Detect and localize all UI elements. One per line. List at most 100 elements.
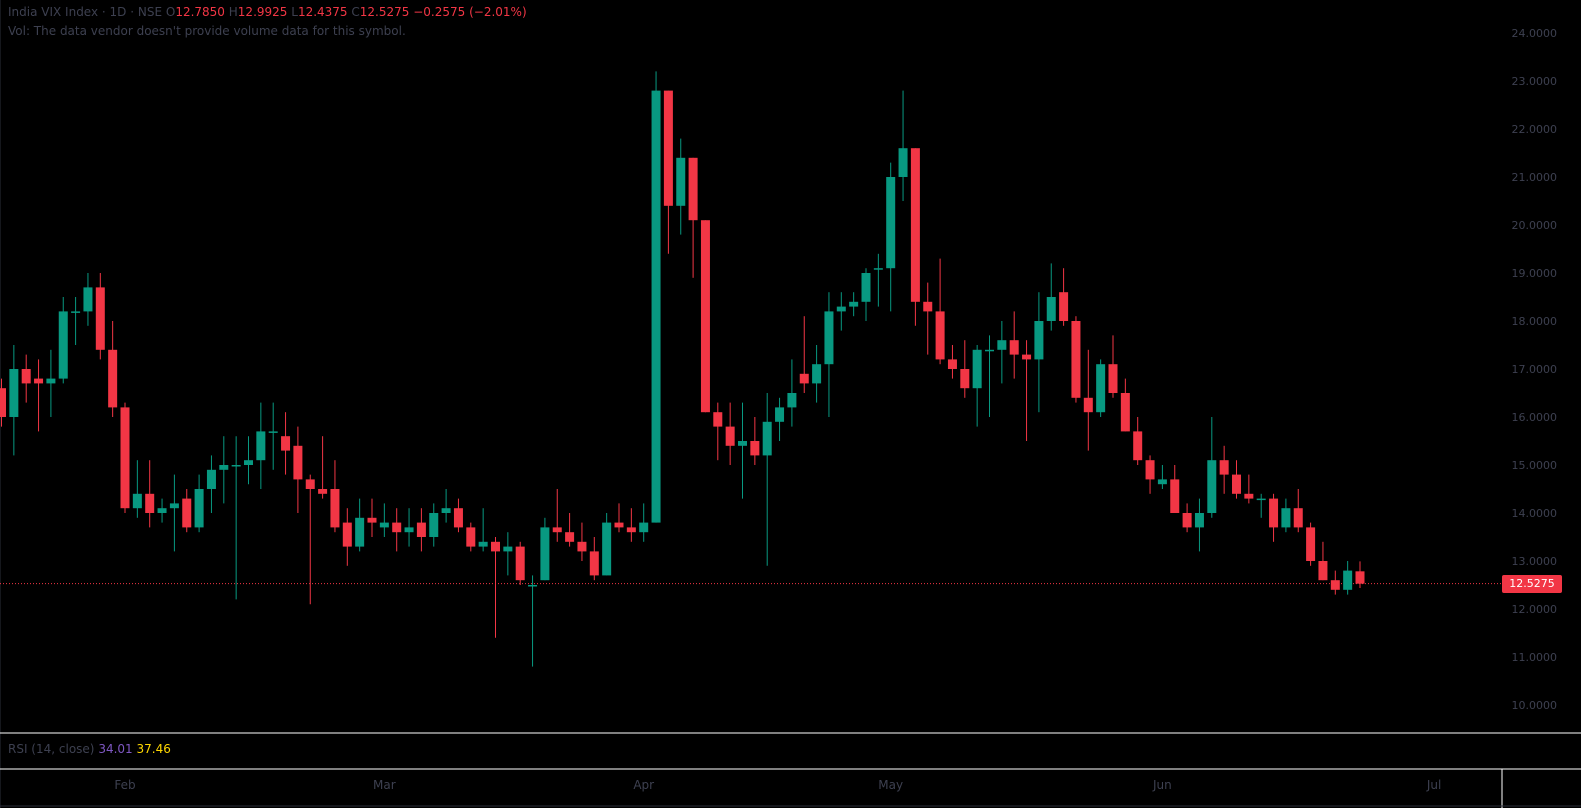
candle-body	[318, 489, 328, 494]
candle-body	[775, 407, 785, 422]
candle-body	[1009, 340, 1019, 355]
price-axis-tick: 24.0000	[1512, 27, 1558, 40]
close-value: 12.5275	[359, 5, 410, 19]
open-label: O	[165, 5, 176, 19]
candle-body	[1133, 431, 1143, 461]
candle-body	[1269, 498, 1279, 528]
last-price-tag: 12.5275	[1502, 575, 1562, 593]
candle-body	[1083, 397, 1093, 413]
candle-body	[256, 431, 266, 461]
price-axis-tick: 23.0000	[1512, 75, 1558, 88]
candle-body	[540, 527, 550, 581]
symbol-name[interactable]: India VIX Index · 1D · NSE	[8, 5, 163, 19]
candle-body	[910, 148, 920, 302]
price-axis-tick: 13.0000	[1512, 555, 1558, 568]
open-value: 12.7850	[175, 5, 225, 19]
candle-body	[194, 489, 204, 528]
candle-body	[169, 503, 179, 509]
candle-body	[1330, 580, 1340, 590]
candle-body	[626, 527, 636, 533]
candle-body	[1157, 479, 1167, 485]
candle-body	[71, 311, 81, 313]
candle-body	[491, 541, 500, 552]
candle-body	[1232, 474, 1241, 494]
candle-body	[713, 412, 723, 427]
candle-body	[1059, 292, 1069, 321]
candle-body	[429, 513, 439, 537]
symbol-legend: India VIX Index · 1D · NSE O12.7850 H12.…	[8, 5, 527, 19]
candle-body	[416, 522, 426, 537]
candle-body	[182, 498, 192, 528]
candle-body	[244, 460, 253, 465]
candle-body	[1046, 297, 1056, 321]
candle-body	[145, 493, 155, 513]
rsi-legend[interactable]: RSI (14, close) 34.01 37.46	[8, 742, 171, 756]
time-axis-tick: Jun	[1152, 778, 1172, 792]
candle-body	[1096, 364, 1106, 413]
candle-body	[886, 177, 896, 269]
candle-body	[614, 522, 624, 528]
price-axis-tick: 22.0000	[1512, 123, 1558, 136]
candle-body	[799, 373, 809, 384]
candle-body	[355, 517, 365, 547]
candle-body	[787, 393, 797, 408]
candle-body	[824, 311, 834, 365]
candle-body	[873, 268, 883, 270]
volume-note: Vol: The data vendor doesn't provide vol…	[8, 24, 406, 38]
candle-body	[836, 306, 846, 312]
candle-body	[1194, 513, 1204, 528]
candle-body	[812, 364, 822, 384]
candle-body	[861, 273, 871, 302]
candle-body	[997, 340, 1007, 350]
candle-body	[1219, 460, 1229, 475]
candle-body	[9, 369, 19, 417]
change-value: −0.2575 (−2.01%)	[413, 5, 527, 19]
candle-body	[231, 465, 241, 467]
candle-body	[34, 378, 44, 384]
candle-body	[281, 436, 291, 451]
low-value: 12.4375	[297, 5, 348, 19]
time-axis-tick: Feb	[114, 778, 135, 792]
price-axis-tick: 11.0000	[1512, 651, 1558, 664]
price-axis-tick: 15.0000	[1512, 459, 1558, 472]
candle-body	[762, 421, 772, 456]
candle-body	[688, 157, 698, 221]
candle-body	[1022, 354, 1032, 360]
candle-body	[367, 517, 377, 523]
candle-body	[1034, 321, 1044, 360]
candle-body	[0, 388, 6, 417]
candle-body	[577, 541, 587, 552]
price-axis-tick: 16.0000	[1512, 411, 1558, 424]
candle-body	[923, 301, 933, 312]
candle-body	[1145, 460, 1155, 480]
candle-body	[58, 311, 68, 379]
candle-body	[342, 522, 352, 547]
candle-body	[651, 90, 661, 523]
candle-body	[392, 522, 402, 533]
time-axis-tick: Apr	[633, 778, 654, 792]
candle-body	[676, 157, 686, 206]
rsi-ma-value: 37.46	[136, 742, 171, 756]
candle-body	[157, 508, 167, 513]
price-axis-tick: 17.0000	[1512, 363, 1558, 376]
high-value: 12.9925	[237, 5, 288, 19]
candle-body	[1207, 460, 1217, 513]
candle-body	[750, 441, 760, 456]
candle-body	[1244, 493, 1254, 499]
price-axis-tick: 21.0000	[1512, 171, 1558, 184]
candle-body	[120, 407, 130, 509]
candle-body	[404, 527, 414, 533]
candle-body	[725, 426, 735, 446]
candle-body	[972, 349, 982, 389]
price-axis-tick: 14.0000	[1512, 507, 1558, 520]
candle-body	[700, 220, 710, 413]
candle-body	[1071, 321, 1081, 398]
candle-body	[132, 493, 142, 509]
time-axis-tick: Mar	[373, 778, 396, 792]
price-axis-tick: 20.0000	[1512, 219, 1558, 232]
candle-body	[453, 508, 463, 528]
candle-body	[985, 349, 994, 352]
candle-body	[46, 378, 56, 384]
candle-body	[602, 522, 612, 576]
